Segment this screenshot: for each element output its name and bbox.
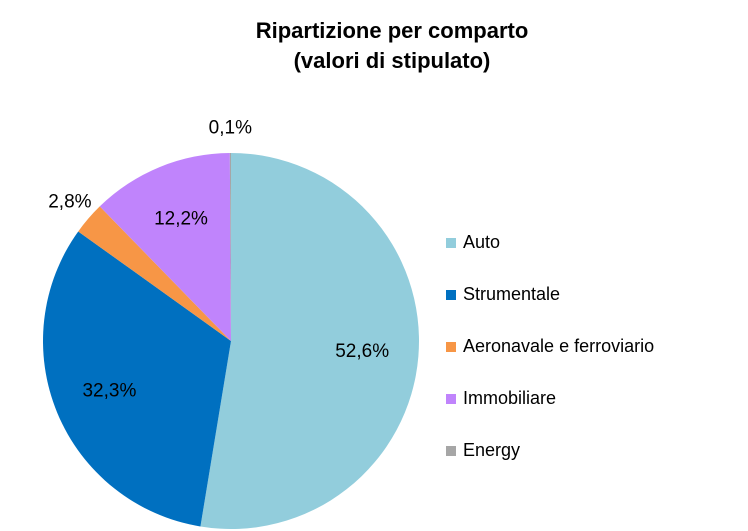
legend-swatch [446,290,456,300]
pie-slice [99,153,231,341]
legend-label: Aeronavale e ferroviario [463,336,654,356]
pie-slice [229,153,231,341]
chart-title: Ripartizione per comparto [256,18,529,43]
legend-label: Auto [463,232,500,252]
pie-slice [42,231,231,527]
pie-slice [78,206,231,341]
pie-slice [200,153,420,529]
legend-label: Strumentale [463,284,560,304]
legend-label: Energy [463,440,520,460]
legend-label: Immobiliare [463,388,556,408]
data-label: 32,3% [82,380,136,401]
data-label: 12,2% [154,208,208,229]
legend-swatch [446,446,456,456]
legend-swatch [446,238,456,248]
legend-swatch [446,342,456,352]
data-label: 2,8% [48,192,91,213]
chart-subtitle: (valori di stipulato) [294,48,491,73]
data-label: 52,6% [335,341,389,362]
data-label: 0,1% [209,118,252,139]
legend-swatch [446,394,456,404]
